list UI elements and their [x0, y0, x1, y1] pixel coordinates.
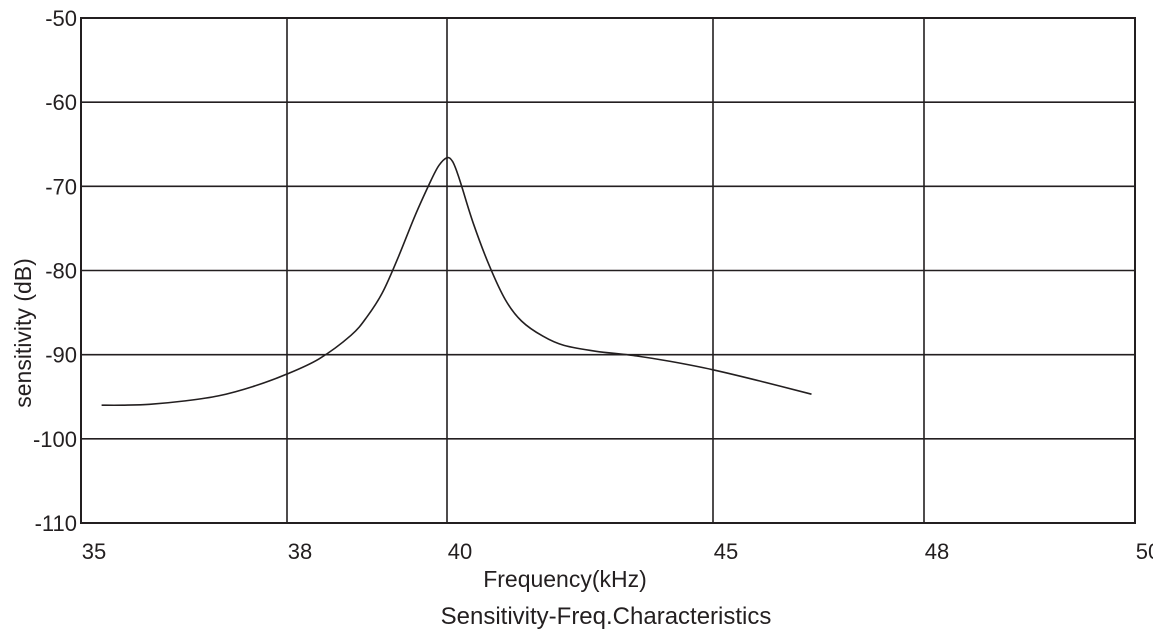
- x-tick-labels: 35 38 40 45 48 50: [82, 539, 1153, 564]
- y-tick-label: -80: [45, 259, 77, 284]
- y-tick-label: -110: [35, 511, 77, 536]
- sensitivity-curve: [101, 156, 812, 407]
- grid-lines: [81, 18, 1135, 523]
- x-tick-label: 38: [288, 539, 312, 564]
- x-tick-label: 35: [82, 539, 106, 564]
- y-axis-title: sensitivity (dB): [10, 258, 36, 408]
- x-tick-label: 48: [925, 539, 949, 564]
- data-series: [101, 156, 812, 407]
- y-tick-label: -60: [45, 90, 77, 115]
- y-tick-label: -50: [45, 6, 77, 31]
- x-axis-title: Frequency(kHz): [483, 566, 647, 592]
- y-tick-label: -90: [45, 343, 77, 368]
- x-tick-label: 40: [448, 539, 472, 564]
- x-tick-label: 45: [714, 539, 738, 564]
- plot-frame: [80, 17, 1136, 524]
- chart-title: Sensitivity-Freq.Characteristics: [441, 603, 772, 630]
- x-tick-label: 50: [1136, 539, 1153, 564]
- y-tick-label: -100: [33, 427, 77, 452]
- y-tick-labels: -50 -60 -70 -80 -90 -100 -110: [33, 6, 77, 536]
- y-tick-label: -70: [45, 174, 77, 199]
